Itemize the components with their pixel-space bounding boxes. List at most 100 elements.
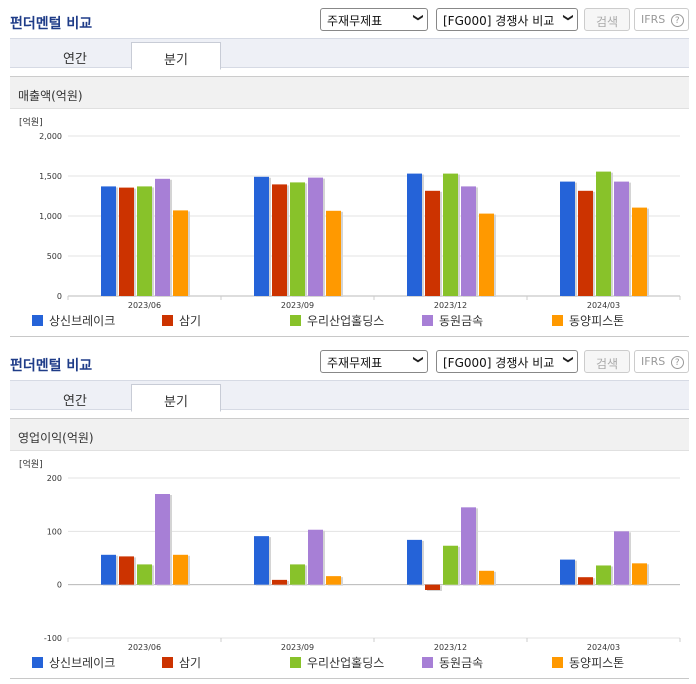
y-tick-label: 0 xyxy=(57,292,62,301)
search-button[interactable]: 검색 xyxy=(584,350,630,373)
legend-swatch xyxy=(552,657,563,668)
bar[interactable] xyxy=(578,190,593,296)
legend-label: 우리산업홀딩스 xyxy=(307,314,385,328)
bar[interactable] xyxy=(560,559,575,585)
legend-item[interactable]: 상신브레이크 xyxy=(32,654,115,671)
bar[interactable] xyxy=(308,529,323,585)
sales-chart-plot: [억원] 0 500 1,000 1,500 2,000 2023/06 2023/09 202… xyxy=(19,116,681,309)
bar[interactable] xyxy=(461,186,476,296)
sales-chart: [억원] 0 500 1,000 1,500 2,000 2023/06 2023/09 202… xyxy=(10,109,689,337)
statement-select[interactable]: 주재무제표 ❮ xyxy=(320,350,428,373)
y-tick-label: 100 xyxy=(47,527,62,536)
y-tick-label: 1,500 xyxy=(39,172,62,181)
fundamental-section-operating-profit: 펀더멘털 비교 주재무제표 ❮ [FG000] 경쟁사 비교 ❮ 검색 IFRS… xyxy=(0,342,696,684)
legend-item[interactable]: 우리산업홀딩스 xyxy=(290,654,384,671)
unit-label: [억원] xyxy=(19,458,43,470)
legend-item[interactable]: 삼기 xyxy=(162,312,201,329)
legend-label: 삼기 xyxy=(179,656,202,670)
bar[interactable] xyxy=(596,565,611,585)
bar[interactable] xyxy=(173,554,188,585)
period-tabs: 연간 분기 xyxy=(10,38,689,70)
bar[interactable] xyxy=(479,213,494,296)
metric-header: 영업이익(억원) xyxy=(10,418,689,451)
peer-group-select-value: [FG000] 경쟁사 비교 xyxy=(443,356,555,370)
bar[interactable] xyxy=(308,177,323,296)
legend-swatch xyxy=(32,315,43,326)
bar[interactable] xyxy=(614,531,629,585)
bar[interactable] xyxy=(272,184,287,296)
help-icon: ? xyxy=(670,356,684,369)
legend-item[interactable]: 동원금속 xyxy=(422,654,483,671)
bar[interactable] xyxy=(290,182,305,296)
bar[interactable] xyxy=(137,564,152,585)
legend-item[interactable]: 동양피스톤 xyxy=(552,312,624,329)
legend-swatch xyxy=(290,315,301,326)
bar[interactable] xyxy=(326,210,341,296)
bar[interactable] xyxy=(254,176,269,296)
bar[interactable] xyxy=(425,584,440,590)
legend-swatch xyxy=(32,657,43,668)
bar[interactable] xyxy=(632,207,647,296)
bar[interactable] xyxy=(560,181,575,296)
x-tick-label: 2023/12 xyxy=(434,301,467,309)
search-button[interactable]: 검색 xyxy=(584,8,630,31)
x-tick-label: 2023/06 xyxy=(128,643,161,651)
tab-quarterly[interactable]: 분기 xyxy=(131,384,221,412)
x-tick-label: 2023/12 xyxy=(434,643,467,651)
tab-annual[interactable]: 연간 xyxy=(63,394,87,409)
legend-item[interactable]: 삼기 xyxy=(162,654,201,671)
legend-item[interactable]: 상신브레이크 xyxy=(32,312,115,329)
bar[interactable] xyxy=(119,556,134,585)
y-tick-label: 0 xyxy=(57,581,62,590)
ifrs-label: IFRS xyxy=(641,355,666,368)
legend-item[interactable]: 동원금속 xyxy=(422,312,483,329)
bar[interactable] xyxy=(155,494,170,585)
bar[interactable] xyxy=(614,181,629,296)
bar[interactable] xyxy=(443,545,458,585)
legend-label: 동양피스톤 xyxy=(569,314,625,328)
ifrs-button[interactable]: IFRS ? xyxy=(634,8,689,31)
y-tick-label: 1,000 xyxy=(39,212,62,221)
legend-item[interactable]: 우리산업홀딩스 xyxy=(290,312,384,329)
unit-label: [억원] xyxy=(19,116,43,128)
chevron-down-icon: ❮ xyxy=(412,13,424,22)
chart-legend: 상신브레이크 삼기 우리산업홀딩스 동원금속 동양피스톤 xyxy=(10,309,689,331)
bar[interactable] xyxy=(425,190,440,296)
bar[interactable] xyxy=(272,579,287,585)
peer-group-select[interactable]: [FG000] 경쟁사 비교 ❮ xyxy=(436,350,578,373)
ifrs-button[interactable]: IFRS ? xyxy=(634,350,689,373)
bar[interactable] xyxy=(407,539,422,585)
x-tick-label: 2023/06 xyxy=(128,301,161,309)
bar[interactable] xyxy=(596,171,611,296)
bar[interactable] xyxy=(290,564,305,585)
legend-swatch xyxy=(162,315,173,326)
ifrs-label: IFRS xyxy=(641,13,666,26)
operating-profit-chart: [억원] -100 0 100 200 2023/06 2023/09 2023/12 2024… xyxy=(10,451,689,679)
bar[interactable] xyxy=(578,577,593,585)
bar[interactable] xyxy=(632,563,647,585)
peer-group-select[interactable]: [FG000] 경쟁사 비교 ❮ xyxy=(436,8,578,31)
bar[interactable] xyxy=(443,173,458,296)
statement-select[interactable]: 주재무제표 ❮ xyxy=(320,8,428,31)
legend-label: 동원금속 xyxy=(439,656,484,670)
bar[interactable] xyxy=(137,186,152,296)
metric-header: 매출액(억원) xyxy=(10,76,689,109)
bar[interactable] xyxy=(326,576,341,585)
bar[interactable] xyxy=(254,536,269,585)
tab-quarterly[interactable]: 분기 xyxy=(131,42,221,70)
bar[interactable] xyxy=(155,178,170,296)
legend-label: 우리산업홀딩스 xyxy=(307,656,385,670)
bar[interactable] xyxy=(461,507,476,585)
bar[interactable] xyxy=(101,554,116,585)
bar[interactable] xyxy=(479,570,494,585)
tab-annual[interactable]: 연간 xyxy=(63,52,87,67)
x-tick-label: 2023/09 xyxy=(281,643,314,651)
legend-item[interactable]: 동양피스톤 xyxy=(552,654,624,671)
x-tick-label: 2024/03 xyxy=(587,643,620,651)
bar[interactable] xyxy=(119,187,134,296)
legend-swatch xyxy=(422,657,433,668)
bar[interactable] xyxy=(101,186,116,296)
metric-title: 영업이익(억원) xyxy=(18,431,94,445)
bar[interactable] xyxy=(407,173,422,296)
bar[interactable] xyxy=(173,210,188,296)
